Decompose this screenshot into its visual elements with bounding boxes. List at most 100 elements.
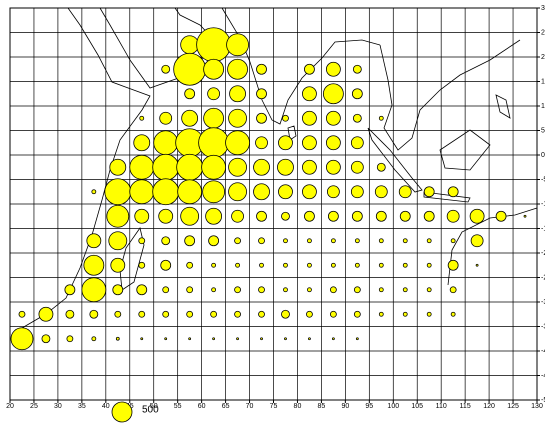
y-tick-label: -35 bbox=[541, 323, 545, 330]
bubble bbox=[181, 109, 199, 127]
bubble bbox=[446, 209, 460, 223]
bubble bbox=[108, 231, 128, 251]
bubble bbox=[162, 286, 170, 294]
y-tick-label: -50 bbox=[541, 397, 545, 404]
bubble bbox=[106, 204, 130, 228]
bubble bbox=[350, 160, 364, 174]
bubble bbox=[129, 179, 155, 205]
bubble bbox=[196, 27, 232, 63]
bubble bbox=[91, 189, 97, 195]
bubble bbox=[208, 235, 220, 247]
bubble bbox=[426, 311, 432, 317]
bubble bbox=[399, 210, 411, 222]
bubble bbox=[331, 337, 335, 341]
bubble bbox=[186, 261, 194, 269]
bubble bbox=[376, 162, 386, 172]
bubble bbox=[302, 86, 317, 102]
bubble bbox=[210, 310, 218, 318]
bubble bbox=[198, 127, 230, 159]
bubble bbox=[283, 238, 288, 244]
bubble bbox=[307, 262, 312, 268]
bubble bbox=[352, 64, 362, 74]
y-tick-label: -10 bbox=[541, 201, 545, 208]
x-tick-label: 35 bbox=[78, 403, 86, 410]
bubble bbox=[112, 284, 124, 296]
bubble bbox=[258, 237, 265, 245]
x-tick-label: 90 bbox=[341, 403, 349, 410]
bubble bbox=[302, 159, 317, 175]
bubble bbox=[160, 259, 172, 271]
bubble bbox=[307, 287, 312, 293]
bubble bbox=[450, 238, 456, 244]
bubble bbox=[378, 262, 384, 268]
x-tick-label: 125 bbox=[507, 403, 519, 410]
bubble bbox=[447, 259, 459, 271]
bubble bbox=[281, 211, 290, 221]
bubble bbox=[161, 64, 171, 74]
bubble bbox=[260, 337, 263, 341]
bubble bbox=[153, 130, 179, 156]
bubble bbox=[447, 186, 459, 198]
bubble bbox=[152, 153, 180, 181]
bubble bbox=[355, 337, 359, 341]
legend-label: 500 bbox=[142, 405, 159, 416]
bubble bbox=[350, 185, 364, 199]
bubble bbox=[234, 286, 241, 294]
bubble bbox=[426, 238, 432, 244]
bubble bbox=[180, 206, 200, 226]
bubble bbox=[136, 284, 148, 296]
bubble bbox=[402, 287, 408, 293]
bubble bbox=[129, 154, 155, 180]
bubble bbox=[325, 135, 341, 151]
bubble bbox=[211, 287, 217, 293]
bubble bbox=[228, 108, 247, 128]
bubble bbox=[426, 287, 432, 293]
bubble bbox=[308, 337, 311, 341]
bubble bbox=[104, 178, 132, 206]
bubble bbox=[152, 178, 180, 206]
bubble bbox=[353, 286, 361, 294]
bubble bbox=[164, 337, 168, 341]
bubble bbox=[304, 63, 315, 75]
bubble bbox=[426, 262, 432, 268]
x-tick-label: 75 bbox=[270, 403, 278, 410]
y-tick-label: 5 bbox=[541, 127, 545, 134]
bubble bbox=[18, 310, 26, 318]
x-tick-label: 60 bbox=[198, 403, 206, 410]
bubble bbox=[350, 136, 364, 150]
bubble bbox=[41, 334, 51, 344]
india-coast bbox=[221, 7, 381, 125]
bubble bbox=[256, 63, 267, 75]
y-tick-label: -45 bbox=[541, 372, 545, 379]
bubble bbox=[278, 135, 293, 151]
bubble bbox=[402, 262, 408, 268]
bubble bbox=[236, 337, 239, 341]
bubble bbox=[351, 210, 363, 222]
y-tick-label: 25 bbox=[541, 29, 545, 36]
x-tick-label: 25 bbox=[30, 403, 38, 410]
bubble bbox=[302, 110, 317, 126]
bubble bbox=[161, 236, 171, 246]
bubble bbox=[81, 277, 107, 303]
bubble bbox=[352, 113, 362, 123]
bubble bbox=[253, 158, 270, 176]
bubble bbox=[38, 306, 54, 322]
legend-bubble bbox=[111, 401, 133, 423]
bubble bbox=[211, 262, 217, 268]
bubble bbox=[378, 287, 384, 293]
bubble bbox=[89, 309, 99, 319]
x-tick-label: 40 bbox=[102, 403, 110, 410]
x-tick-label: 50 bbox=[150, 403, 158, 410]
x-tick-label: 110 bbox=[436, 403, 447, 410]
bubble bbox=[283, 262, 288, 268]
x-tick-label: 85 bbox=[318, 403, 326, 410]
x-tick-label: 70 bbox=[246, 403, 254, 410]
australia-coast bbox=[447, 207, 538, 286]
bubble bbox=[138, 237, 146, 245]
bubble bbox=[231, 209, 244, 223]
bubble bbox=[475, 263, 479, 267]
bubble bbox=[91, 336, 97, 342]
bubble bbox=[523, 214, 527, 218]
bubble bbox=[282, 114, 289, 122]
bubble bbox=[253, 183, 270, 201]
